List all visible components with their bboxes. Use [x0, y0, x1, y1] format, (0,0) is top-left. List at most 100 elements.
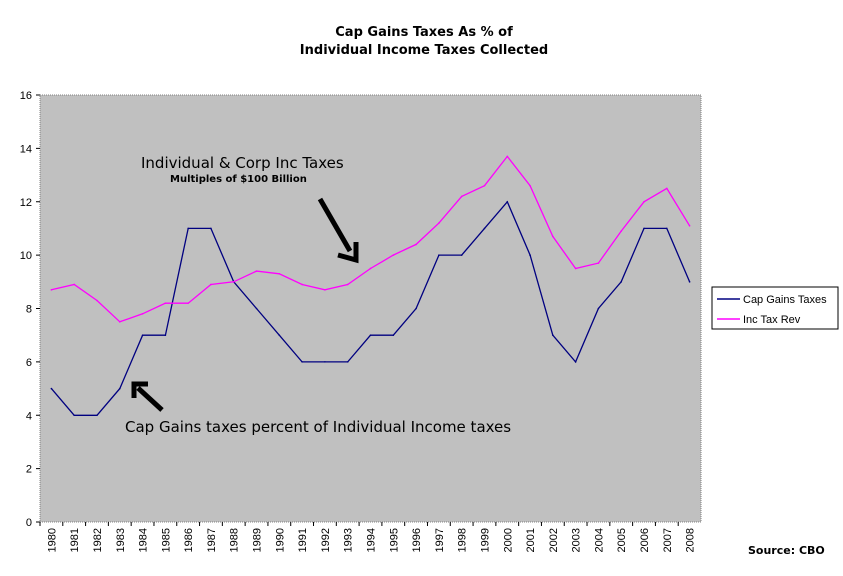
data-point [141, 334, 144, 336]
data-point [164, 334, 167, 336]
data-point [506, 155, 509, 158]
data-point [232, 281, 235, 283]
data-point [392, 254, 395, 256]
x-tick-label: 1990 [274, 528, 286, 552]
annotation-cap-gains: Cap Gains taxes percent of Individual In… [125, 418, 511, 436]
data-point [460, 254, 463, 256]
chart-title-line1: Cap Gains Taxes As % of [335, 25, 513, 40]
data-point [506, 200, 509, 203]
x-tick-label: 1996 [411, 528, 423, 552]
y-tick-label: 4 [26, 410, 32, 422]
data-point [574, 361, 577, 363]
data-point [210, 227, 212, 230]
data-point [574, 267, 577, 270]
x-tick-label: 1993 [343, 528, 355, 552]
data-point [187, 227, 189, 230]
plot-area [39, 94, 702, 523]
data-point [666, 187, 668, 190]
data-point [96, 299, 98, 302]
series-lines [50, 155, 691, 417]
x-tick-label: 1995 [388, 528, 400, 552]
data-point [597, 307, 600, 310]
data-point [118, 387, 121, 390]
y-tick-label: 12 [20, 197, 32, 209]
x-tick-label: 1986 [183, 528, 195, 552]
arrow-icon-up-left [131, 381, 164, 412]
data-point [255, 307, 258, 310]
data-point [164, 302, 167, 304]
data-point [73, 414, 75, 417]
data-point [415, 307, 417, 310]
data-point [141, 313, 144, 315]
arrow-icon-down-right [317, 197, 359, 264]
data-point [187, 302, 189, 304]
x-tick-label: 1987 [206, 528, 218, 552]
data-point [688, 224, 691, 227]
data-point [50, 387, 53, 390]
y-tick-label: 0 [26, 517, 32, 529]
annotation-income-taxes-sub: Multiples of $100 Billion [170, 174, 307, 185]
data-point [255, 270, 258, 272]
y-tick-label: 14 [20, 143, 32, 155]
data-point [324, 289, 326, 291]
y-axis: 0 2 4 6 8 10 12 14 16 [20, 90, 40, 529]
data-point [346, 361, 349, 363]
data-point [529, 254, 531, 256]
data-point [415, 243, 417, 246]
x-tick-label: 2000 [502, 528, 514, 552]
x-tick-label: 2002 [548, 528, 560, 552]
x-tick-label: 1985 [160, 528, 172, 552]
y-tick-label: 10 [20, 250, 32, 262]
data-point [438, 222, 440, 224]
x-tick-label: 1984 [138, 528, 150, 552]
data-point [620, 230, 623, 232]
x-tick-label: 1988 [229, 528, 241, 552]
x-tick-label: 1989 [252, 528, 264, 552]
x-tick-label: 1980 [46, 528, 58, 552]
x-tick-label: 1999 [479, 528, 491, 552]
data-point [552, 334, 554, 336]
data-point [483, 184, 486, 187]
x-tick-label: 2003 [571, 528, 583, 552]
source-label: Source: CBO [748, 544, 825, 557]
legend-label-inc-tax: Inc Tax Rev [743, 314, 801, 326]
x-tick-label: 1983 [115, 528, 127, 552]
data-point [278, 273, 281, 275]
x-tick-label: 1991 [297, 528, 309, 552]
data-point [301, 283, 303, 286]
data-point [620, 281, 623, 283]
data-point [301, 361, 303, 363]
y-tick-label: 6 [26, 357, 32, 369]
data-point [597, 262, 600, 264]
x-tick-label: 2001 [525, 528, 537, 552]
data-point [210, 283, 212, 286]
x-tick-label: 2005 [616, 528, 628, 552]
data-point [369, 267, 372, 270]
legend: Cap Gains Taxes Inc Tax Rev [711, 286, 839, 330]
data-point [392, 334, 395, 336]
y-tick-label: 2 [26, 464, 32, 476]
x-tick-label: 1997 [434, 528, 446, 552]
y-tick-label: 16 [20, 90, 32, 102]
y-tick-label: 8 [26, 304, 32, 316]
chart-title-line2: Individual Income Taxes Collected [300, 43, 548, 58]
data-point [688, 281, 691, 283]
data-point [96, 414, 98, 417]
data-point [643, 227, 645, 230]
annotation-income-taxes: Individual & Corp Inc Taxes [141, 154, 344, 172]
data-point [73, 283, 75, 286]
data-point [460, 195, 463, 198]
data-point [369, 334, 372, 336]
data-point [552, 235, 554, 238]
data-point [643, 200, 645, 203]
x-tick-label: 2004 [593, 528, 605, 552]
x-tick-label: 1981 [69, 528, 81, 552]
x-tick-label: 2008 [685, 528, 697, 552]
data-point [50, 289, 53, 291]
data-point [483, 227, 486, 230]
data-point [346, 283, 349, 286]
x-tick-label: 1982 [92, 528, 104, 552]
data-point [529, 184, 531, 187]
data-point [278, 334, 281, 336]
